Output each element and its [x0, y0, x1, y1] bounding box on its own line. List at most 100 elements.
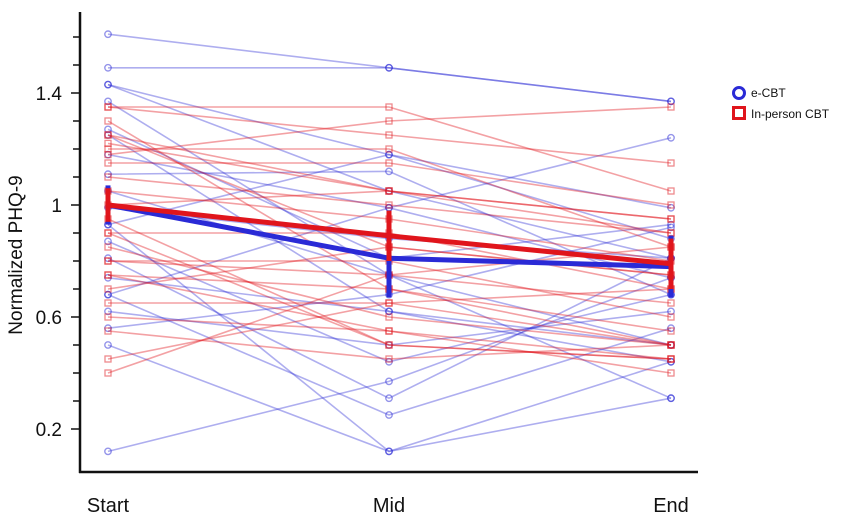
participant-point	[385, 159, 393, 167]
participant-point	[104, 117, 112, 125]
participant-point	[385, 201, 393, 209]
legend-ecbt-marker	[732, 86, 746, 100]
participant-point	[385, 299, 393, 307]
x-ticks: Start Mid End	[87, 495, 689, 517]
legend-ecbt-label: e-CBT	[751, 86, 786, 100]
participant-point	[385, 63, 393, 72]
participant-line	[107, 232, 672, 360]
participant-point	[385, 103, 393, 111]
participant-point	[667, 159, 675, 167]
y-tick-label: 1.4	[36, 84, 63, 105]
participant-point	[385, 394, 393, 403]
participant-line	[108, 162, 672, 206]
participant-line	[107, 153, 672, 226]
participant-line	[108, 67, 672, 103]
participant-point	[385, 145, 393, 153]
participant-point	[104, 327, 112, 335]
participant-point	[104, 139, 112, 148]
participant-point	[104, 173, 112, 181]
participant-line	[107, 134, 672, 220]
participant-line	[107, 277, 672, 453]
participant-point	[104, 159, 112, 167]
participant-point	[667, 369, 675, 377]
participant-line	[107, 310, 672, 346]
participant-point	[667, 355, 675, 363]
participant-point	[385, 355, 393, 363]
participant-point	[385, 377, 393, 386]
x-tick-label: Start	[87, 495, 130, 517]
participant-point	[104, 257, 112, 265]
participant-line	[107, 293, 672, 416]
participant-line	[108, 148, 672, 248]
participant-point	[385, 187, 393, 195]
participant-line	[107, 218, 672, 360]
participant-line	[108, 302, 672, 346]
participant-line	[107, 134, 672, 363]
axes	[78, 12, 698, 474]
participant-point	[104, 131, 112, 139]
participant-point	[104, 341, 112, 349]
participant-point	[667, 313, 675, 321]
participant-line	[107, 257, 672, 400]
participant-point	[104, 299, 112, 307]
participant-point	[667, 394, 675, 403]
participant-line	[107, 83, 672, 259]
participant-point	[667, 133, 675, 142]
participant-point	[385, 447, 393, 456]
participant-point	[385, 341, 393, 349]
participant-line	[107, 142, 672, 234]
y-axis-title: Normalized PHQ-9	[6, 175, 27, 334]
participant-line	[107, 190, 672, 220]
participant-point	[667, 215, 675, 223]
y-ticks: 0.2 0.6 1 1.4	[36, 36, 80, 441]
participant-line	[108, 106, 672, 192]
x-tick-label: Mid	[373, 495, 405, 517]
participant-line	[107, 288, 672, 360]
participant-line	[107, 274, 672, 360]
mean-lines-layer	[105, 185, 674, 298]
participant-point	[104, 369, 112, 377]
participant-point	[385, 327, 393, 335]
mean-line-inperson	[107, 202, 672, 267]
y-tick-label: 0.2	[36, 420, 62, 441]
participant-point	[385, 117, 393, 125]
participant-point	[104, 313, 112, 321]
participant-point	[667, 187, 675, 195]
participant-line	[107, 344, 672, 453]
participant-point	[667, 103, 675, 111]
x-tick-label: End	[653, 495, 689, 517]
legend: e-CBT In-person CBT	[732, 86, 830, 121]
y-tick-label: 1	[51, 196, 62, 217]
participant-line	[107, 106, 672, 164]
participant-point	[104, 355, 112, 363]
participant-line	[107, 33, 672, 103]
participant-point	[667, 341, 675, 349]
legend-inperson-label: In-person CBT	[751, 107, 830, 121]
participant-point	[385, 313, 393, 321]
participant-line	[107, 316, 672, 374]
participant-point	[104, 229, 112, 237]
participant-line	[107, 330, 672, 360]
participant-point	[104, 150, 112, 159]
y-tick-label: 0.6	[36, 308, 62, 329]
participant-point	[104, 103, 112, 111]
legend-inperson-marker	[732, 106, 746, 120]
participant-point	[104, 271, 112, 279]
participant-point	[385, 411, 393, 419]
participant-line	[107, 223, 672, 453]
participant-point	[104, 30, 112, 39]
participant-point	[104, 80, 112, 89]
participant-point	[385, 167, 393, 176]
participant-point	[104, 243, 112, 251]
participant-line	[107, 277, 672, 346]
participant-point	[104, 63, 112, 72]
participant-line	[107, 106, 672, 156]
participant-point	[104, 447, 112, 456]
participant-point	[667, 201, 675, 209]
participant-line	[107, 246, 672, 346]
participant-point	[104, 285, 112, 293]
participant-line	[107, 176, 672, 234]
participant-point	[385, 131, 393, 139]
participant-line	[107, 83, 672, 240]
